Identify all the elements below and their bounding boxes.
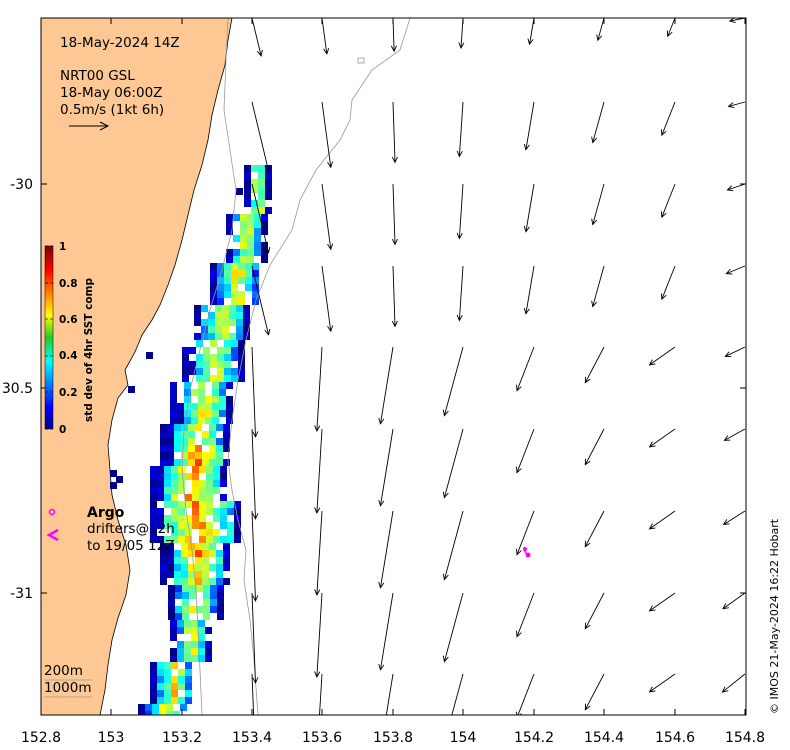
depth-label-1000m: 1000m bbox=[44, 680, 92, 696]
product-label: NRT00 GSL bbox=[60, 68, 135, 84]
x-tick-label: 153.4 bbox=[232, 730, 272, 746]
y-tick-label: 30.5 bbox=[2, 381, 33, 397]
x-tick-label: 154.2 bbox=[514, 730, 554, 746]
x-tick-label: 154.8 bbox=[725, 730, 765, 746]
x-tick-label: 153.8 bbox=[373, 730, 413, 746]
argo-legend-label: Argo bbox=[87, 505, 125, 521]
scale-label: 0.5m/s (1kt 6h) bbox=[60, 102, 164, 118]
current-vectors bbox=[251, 18, 746, 715]
argo-drifter-track bbox=[523, 547, 531, 558]
colorbar-title: std dev of 4hr SST comp bbox=[83, 278, 95, 422]
colorbar-tick-label: 0.2 bbox=[59, 387, 78, 399]
scale-arrow bbox=[69, 121, 110, 131]
x-tick-label: 153.2 bbox=[162, 730, 202, 746]
drifter-legend-icon bbox=[46, 528, 59, 542]
colorbar-tick-label: 0.8 bbox=[59, 278, 78, 290]
y-tick-label: -30 bbox=[10, 177, 33, 193]
contour-200m bbox=[181, 18, 237, 715]
sst-stddev-field bbox=[110, 165, 272, 715]
colorbar bbox=[44, 245, 54, 430]
x-axis-labels: 152.8 153 153.2 153.4 153.6 153.8 154 154.2 154.… bbox=[21, 730, 765, 746]
colorbar-tick-label: 0.4 bbox=[59, 350, 78, 362]
depth-label-200m: 200m bbox=[44, 663, 83, 679]
product-time: 18-May 06:00Z bbox=[60, 85, 162, 101]
drifter-legend-label-1: drifters@12h bbox=[87, 521, 175, 537]
y-tick-label: -31 bbox=[10, 586, 33, 602]
date-label: 18-May-2024 14Z bbox=[60, 35, 180, 51]
x-tick-label: 154 bbox=[450, 730, 477, 746]
colorbar-tick-label: 1 bbox=[59, 241, 66, 253]
x-tick-label: 152.8 bbox=[21, 730, 61, 746]
axis-ticks bbox=[40, 18, 746, 715]
x-tick-label: 154.6 bbox=[655, 730, 695, 746]
credit-label: © IMOS 21-May-2024 16:22 Hobart bbox=[768, 518, 781, 714]
contour-island bbox=[357, 57, 365, 64]
x-tick-label: 153 bbox=[98, 730, 125, 746]
colorbar-ticks bbox=[45, 245, 53, 430]
argo-legend-icon bbox=[48, 508, 56, 516]
colorbar-tick-label: 0.6 bbox=[59, 314, 78, 326]
x-tick-label: 154.4 bbox=[584, 730, 624, 746]
colorbar-tick-label: 0 bbox=[59, 424, 66, 436]
land-mass bbox=[41, 18, 233, 715]
contour-1000m bbox=[227, 18, 411, 715]
drifter-legend-label-2: to 19/05 12Z bbox=[87, 538, 174, 554]
x-tick-label: 153.6 bbox=[302, 730, 342, 746]
